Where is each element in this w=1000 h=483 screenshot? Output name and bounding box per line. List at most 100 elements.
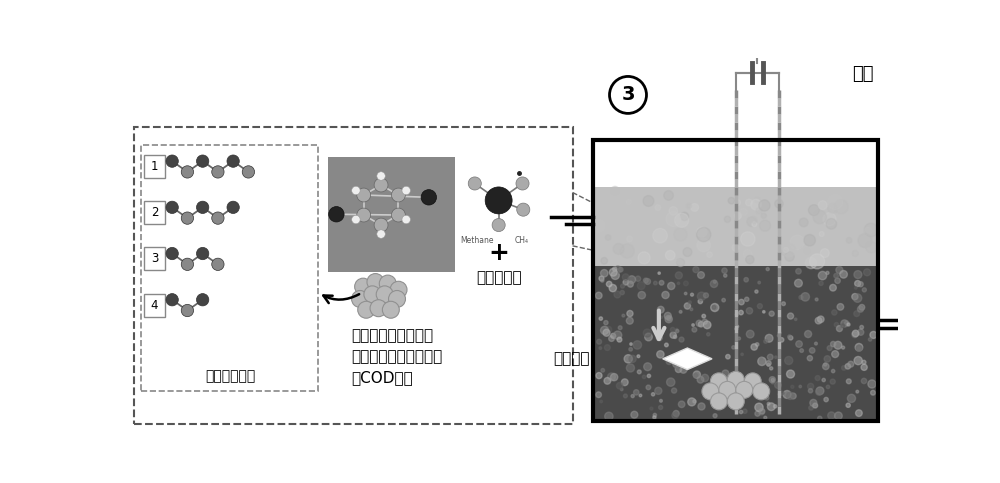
Circle shape bbox=[391, 208, 405, 222]
Circle shape bbox=[801, 293, 809, 301]
Circle shape bbox=[745, 297, 749, 301]
Circle shape bbox=[626, 199, 631, 204]
Circle shape bbox=[816, 387, 824, 395]
Circle shape bbox=[767, 403, 775, 411]
Circle shape bbox=[830, 284, 836, 291]
Circle shape bbox=[703, 293, 708, 298]
Circle shape bbox=[862, 288, 866, 292]
Polygon shape bbox=[663, 348, 712, 369]
Circle shape bbox=[743, 409, 747, 413]
Circle shape bbox=[864, 269, 871, 276]
Circle shape bbox=[666, 358, 672, 365]
Circle shape bbox=[653, 416, 656, 419]
Circle shape bbox=[834, 273, 838, 278]
Circle shape bbox=[684, 281, 688, 286]
Circle shape bbox=[711, 303, 719, 312]
Circle shape bbox=[771, 381, 774, 384]
Circle shape bbox=[665, 251, 675, 260]
Circle shape bbox=[166, 294, 178, 306]
Circle shape bbox=[809, 406, 813, 410]
Circle shape bbox=[693, 400, 696, 403]
Circle shape bbox=[746, 308, 753, 314]
Circle shape bbox=[688, 398, 696, 406]
Circle shape bbox=[642, 375, 646, 379]
Circle shape bbox=[605, 235, 611, 240]
Circle shape bbox=[664, 313, 671, 319]
Circle shape bbox=[755, 290, 758, 293]
Circle shape bbox=[605, 327, 612, 333]
Circle shape bbox=[760, 357, 762, 360]
Circle shape bbox=[367, 273, 384, 290]
Bar bbox=[593, 140, 878, 421]
Circle shape bbox=[823, 363, 829, 369]
Circle shape bbox=[847, 394, 856, 402]
Circle shape bbox=[702, 314, 706, 318]
Circle shape bbox=[841, 320, 848, 327]
Circle shape bbox=[861, 378, 867, 384]
Circle shape bbox=[755, 343, 759, 346]
Circle shape bbox=[722, 268, 727, 273]
Circle shape bbox=[868, 380, 876, 388]
Circle shape bbox=[673, 335, 677, 339]
Circle shape bbox=[744, 278, 748, 282]
Circle shape bbox=[600, 327, 609, 334]
Circle shape bbox=[181, 166, 194, 178]
Circle shape bbox=[181, 212, 194, 224]
Circle shape bbox=[780, 391, 784, 395]
Circle shape bbox=[834, 341, 842, 349]
Circle shape bbox=[772, 257, 780, 265]
Circle shape bbox=[712, 305, 716, 309]
Circle shape bbox=[709, 391, 712, 395]
Circle shape bbox=[835, 412, 842, 420]
Circle shape bbox=[637, 370, 641, 374]
Circle shape bbox=[847, 323, 850, 326]
Circle shape bbox=[611, 186, 619, 195]
Circle shape bbox=[701, 374, 709, 382]
Circle shape bbox=[389, 290, 405, 308]
Text: CH₄: CH₄ bbox=[515, 236, 529, 245]
Circle shape bbox=[662, 291, 669, 298]
Circle shape bbox=[658, 272, 660, 274]
Circle shape bbox=[697, 238, 710, 252]
Circle shape bbox=[637, 282, 645, 289]
Circle shape bbox=[374, 178, 388, 192]
Circle shape bbox=[782, 302, 785, 306]
Circle shape bbox=[678, 401, 685, 408]
Circle shape bbox=[629, 347, 632, 351]
Text: 4: 4 bbox=[151, 298, 158, 312]
Circle shape bbox=[815, 298, 818, 301]
Circle shape bbox=[492, 218, 505, 231]
Circle shape bbox=[828, 203, 837, 213]
Circle shape bbox=[646, 385, 651, 390]
Circle shape bbox=[693, 267, 699, 273]
Bar bbox=[141, 145, 318, 391]
Circle shape bbox=[783, 247, 788, 253]
Circle shape bbox=[817, 316, 824, 323]
Circle shape bbox=[631, 395, 634, 398]
Circle shape bbox=[643, 329, 651, 337]
Circle shape bbox=[816, 389, 822, 395]
Circle shape bbox=[610, 373, 618, 381]
Circle shape bbox=[818, 416, 822, 421]
Circle shape bbox=[677, 259, 685, 267]
Circle shape bbox=[655, 205, 661, 211]
Circle shape bbox=[638, 291, 645, 299]
Circle shape bbox=[835, 278, 840, 284]
Bar bbox=[593, 140, 878, 421]
Circle shape bbox=[686, 203, 691, 209]
Circle shape bbox=[635, 276, 641, 282]
Circle shape bbox=[820, 249, 829, 257]
Circle shape bbox=[618, 326, 622, 329]
Circle shape bbox=[808, 205, 819, 215]
Circle shape bbox=[674, 362, 681, 369]
Circle shape bbox=[166, 247, 178, 260]
Circle shape bbox=[647, 374, 651, 378]
Text: 污泥沉降: 污泥沉降 bbox=[553, 351, 590, 366]
Circle shape bbox=[698, 322, 704, 327]
Circle shape bbox=[677, 282, 680, 284]
Circle shape bbox=[758, 357, 766, 366]
Circle shape bbox=[626, 317, 633, 324]
Circle shape bbox=[755, 411, 760, 416]
Circle shape bbox=[673, 361, 679, 367]
Circle shape bbox=[376, 286, 393, 303]
